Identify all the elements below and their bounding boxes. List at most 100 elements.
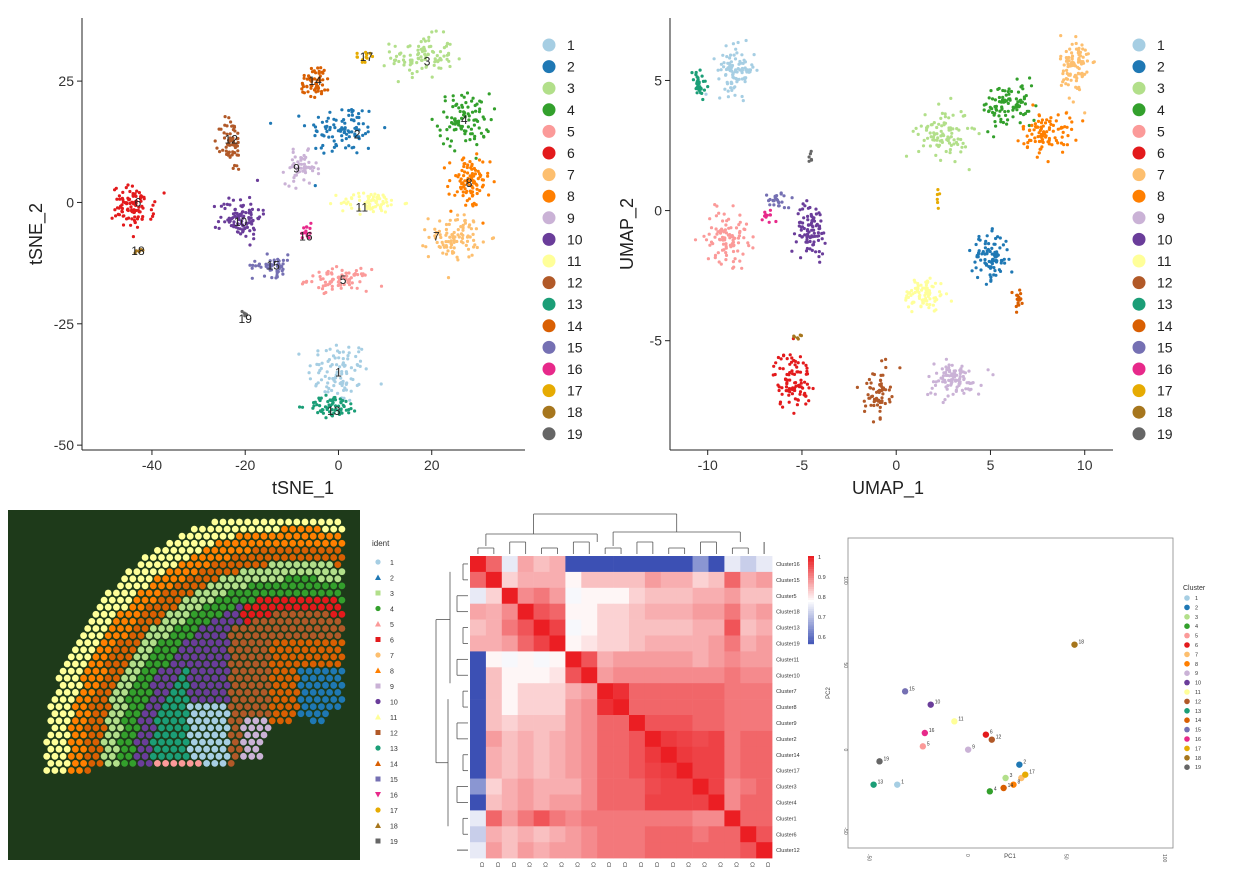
point-cluster-8: [481, 221, 485, 225]
spatial-spot-cluster-14: [309, 646, 317, 654]
point-cluster-8: [461, 181, 465, 185]
point-cluster-6: [120, 206, 124, 211]
point-cluster-5: [736, 236, 741, 240]
point-cluster-14: [326, 88, 330, 92]
point-cluster-6: [138, 210, 142, 214]
point-cluster-12: [862, 399, 866, 403]
spatial-spot-cluster-14: [248, 554, 256, 561]
pca-legend-key-5: [1184, 632, 1190, 639]
point-cluster-7: [461, 223, 465, 227]
spatial-spot-cluster-5: [186, 760, 194, 767]
point-cluster-7: [426, 217, 430, 221]
heatmap-cell: [708, 556, 725, 573]
heatmap-cell: [613, 635, 630, 652]
point-cluster-3: [959, 110, 963, 114]
color-scale-step: [808, 635, 814, 638]
spatial-spot-cluster-10: [223, 696, 231, 703]
heatmap-cell: [517, 715, 534, 732]
tsne-cluster-label-8: 8: [466, 176, 473, 190]
spatial-legend-label-19: 19: [390, 839, 398, 846]
point-cluster-11: [385, 200, 389, 204]
spatial-spot-cluster-5: [178, 760, 186, 767]
spatial-spot-cluster-4: [272, 582, 280, 590]
heatmap-cell: [470, 667, 487, 684]
spatial-spot-cluster-8: [178, 561, 186, 568]
point-cluster-10: [810, 248, 814, 252]
point-cluster-1: [316, 381, 320, 385]
pca-point-label-18: 18: [1079, 640, 1085, 646]
point-cluster-5: [738, 229, 742, 234]
tsne-cluster-label-16: 16: [299, 229, 313, 243]
pca-point-15: [901, 688, 909, 695]
point-cluster-3: [953, 160, 957, 164]
point-cluster-10: [232, 223, 236, 227]
point-cluster-6: [129, 205, 133, 209]
spatial-spot-cluster-3: [182, 596, 190, 604]
tsne-cluster-label-15: 15: [267, 259, 281, 273]
spatial-spot-cluster-10: [223, 681, 231, 689]
spatial-spot-cluster-10: [207, 696, 215, 703]
spatial-spot-cluster-8: [80, 731, 87, 739]
point-cluster-2: [998, 236, 1002, 240]
point-cluster-6: [130, 209, 134, 213]
spatial-spot-cluster-8: [154, 575, 161, 583]
point-cluster-1: [353, 368, 357, 372]
point-cluster-7: [452, 230, 456, 235]
point-cluster-1: [739, 61, 743, 65]
point-cluster-1: [738, 68, 742, 72]
heatmap-cell: [740, 842, 757, 859]
spatial-spot-cluster-11: [195, 532, 202, 540]
point-cluster-11: [917, 290, 921, 295]
point-cluster-9: [967, 369, 971, 373]
point-cluster-14: [314, 90, 318, 94]
spatial-spot-cluster-10: [149, 696, 157, 703]
spatial-spot-cluster-14: [182, 582, 190, 590]
color-scale-step: [808, 584, 814, 587]
heatmap-cell: [581, 619, 598, 636]
point-cluster-8: [1047, 140, 1051, 144]
point-cluster-8: [1054, 119, 1058, 123]
point-cluster-7: [1064, 82, 1068, 86]
spatial-spot-cluster-4: [313, 582, 321, 590]
point-cluster-1: [337, 356, 341, 360]
legend-key-10: [1132, 232, 1146, 246]
spatial-spot-cluster-14: [338, 639, 346, 647]
spatial-spot-cluster-4: [145, 660, 153, 668]
heatmap-cell: [501, 794, 518, 811]
point-cluster-11: [358, 212, 362, 216]
point-cluster-8: [462, 162, 466, 166]
spatial-spot-cluster-1: [207, 752, 215, 760]
point-cluster-8: [1032, 128, 1036, 132]
point-cluster-7: [461, 241, 465, 245]
heatmap-cell: [629, 762, 646, 779]
heatmap-cell: [676, 699, 693, 716]
point-cluster-13: [326, 400, 330, 404]
spatial-spot-cluster-12: [227, 660, 235, 668]
point-cluster-10: [817, 250, 821, 254]
spatial-spot-cluster-8: [244, 532, 252, 540]
point-cluster-8: [1045, 118, 1049, 122]
point-cluster-6: [121, 198, 125, 202]
point-cluster-10: [805, 237, 809, 242]
point-cluster-13: [318, 404, 322, 408]
spatial-spot-cluster-8: [182, 568, 190, 576]
spatial-spot-cluster-10: [186, 646, 194, 654]
spatial-spot-cluster-12: [244, 703, 252, 710]
spatial-spot-cluster-1: [203, 703, 211, 710]
point-cluster-18: [141, 248, 145, 252]
spatial-spot-cluster-3: [244, 575, 252, 583]
spatial-spot-cluster-4: [215, 610, 223, 618]
spatial-spot-cluster-8: [330, 539, 338, 547]
point-cluster-12: [235, 164, 239, 168]
color-scale-step: [808, 556, 814, 559]
point-cluster-7: [490, 236, 494, 241]
point-cluster-5: [713, 235, 717, 239]
spatial-spot-cluster-12: [313, 625, 321, 632]
point-cluster-6: [798, 392, 802, 396]
point-cluster-10: [809, 214, 814, 218]
point-cluster-3: [949, 135, 953, 139]
spatial-spot-cluster-4: [293, 589, 301, 597]
point-cluster-11: [944, 292, 949, 296]
